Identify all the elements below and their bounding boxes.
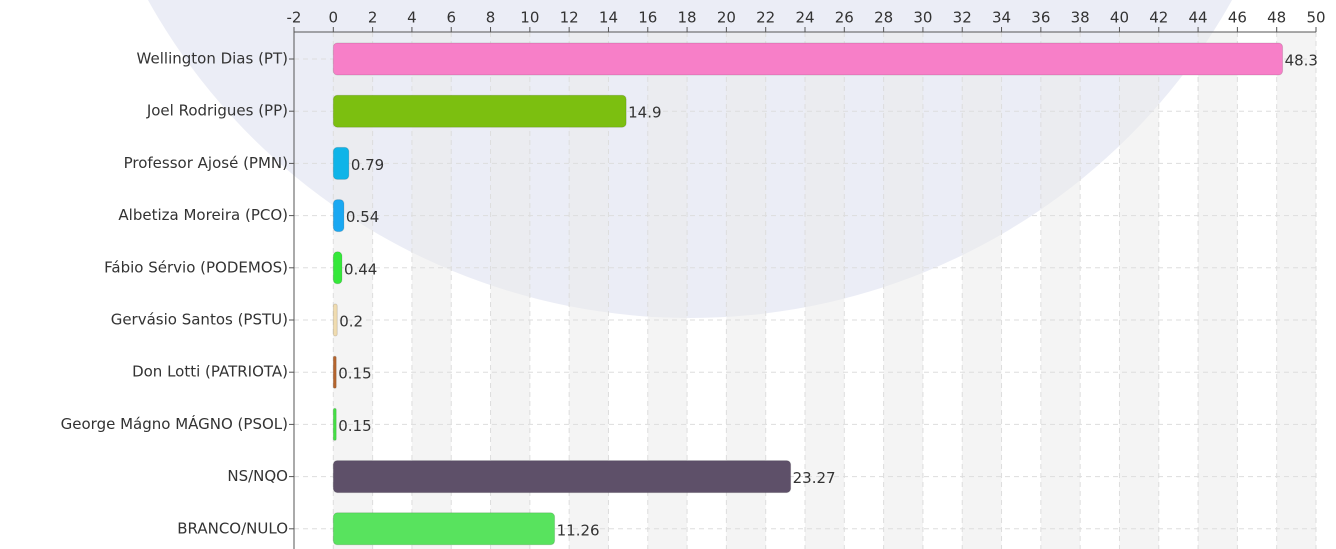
bar [332, 355, 337, 389]
x-tick-label: 8 [486, 9, 496, 27]
grid-band [1119, 32, 1159, 549]
value-label: 0.79 [351, 156, 384, 174]
x-tick-label: 10 [520, 9, 539, 27]
x-tick-label: 46 [1228, 9, 1247, 27]
x-tick-label: 22 [756, 9, 775, 27]
value-label: 23.27 [793, 469, 836, 487]
y-tick-label: George Mágno MÁGNO (PSOL) [61, 414, 288, 433]
grid-band [805, 32, 845, 549]
bar [332, 251, 343, 285]
bar [332, 407, 337, 441]
value-label: 48.3 [1285, 52, 1318, 70]
x-tick-label: 2 [368, 9, 378, 27]
y-tick-label: Gervásio Santos (PSTU) [111, 311, 288, 329]
x-tick-label: 0 [329, 9, 339, 27]
x-tick-label: 42 [1149, 9, 1168, 27]
y-tick-label: Don Lotti (PATRIOTA) [132, 363, 288, 381]
grid-band [883, 32, 923, 549]
value-label: 0.54 [346, 208, 379, 226]
y-tick-label: Albetiza Moreira (PCO) [118, 206, 288, 224]
bar [332, 94, 627, 128]
x-tick-label: 14 [599, 9, 618, 27]
bar [332, 146, 350, 180]
x-tick-label: 4 [407, 9, 417, 27]
grid-band [1040, 32, 1081, 549]
value-label: 14.9 [628, 104, 661, 122]
grid-band [1198, 32, 1238, 549]
y-tick-label: Joel Rodrigues (PP) [146, 102, 288, 120]
value-label: 0.44 [344, 260, 377, 278]
x-tick-label: 30 [913, 9, 932, 27]
value-label: 0.15 [338, 417, 371, 435]
y-tick-label: Wellington Dias (PT) [137, 50, 288, 68]
x-tick-label: 12 [560, 9, 579, 27]
x-tick-label: 20 [717, 9, 736, 27]
y-tick-label: BRANCO/NULO [177, 519, 288, 537]
value-label: 0.15 [338, 365, 371, 383]
x-tick-label: 50 [1306, 9, 1325, 27]
x-tick-label: 6 [446, 9, 456, 27]
x-tick-label: 44 [1189, 9, 1208, 27]
y-tick-label: NS/NQO [227, 467, 288, 485]
y-tick-label: Fábio Sérvio (PODEMOS) [104, 258, 288, 276]
x-tick-label: 16 [638, 9, 657, 27]
bar [332, 303, 338, 337]
x-tick-label: 24 [795, 9, 814, 27]
x-tick-label: 28 [874, 9, 893, 27]
bar [332, 42, 1284, 76]
value-label: 11.26 [557, 521, 600, 539]
x-tick-label: 38 [1071, 9, 1090, 27]
x-tick-label: 34 [992, 9, 1011, 27]
value-label: 0.2 [339, 313, 363, 331]
bar [332, 512, 556, 546]
grid-band [962, 32, 1002, 549]
x-tick-label: 36 [1031, 9, 1050, 27]
x-tick-label: 32 [953, 9, 972, 27]
x-tick-label: -2 [287, 9, 302, 27]
x-tick-label: 48 [1267, 9, 1286, 27]
x-tick-label: 40 [1110, 9, 1129, 27]
y-tick-label: Professor Ajosé (PMN) [124, 154, 288, 172]
bar [332, 460, 792, 494]
x-tick-label: 18 [678, 9, 697, 27]
grid-band [1276, 32, 1316, 549]
bar [332, 199, 345, 233]
x-tick-label: 26 [835, 9, 854, 27]
